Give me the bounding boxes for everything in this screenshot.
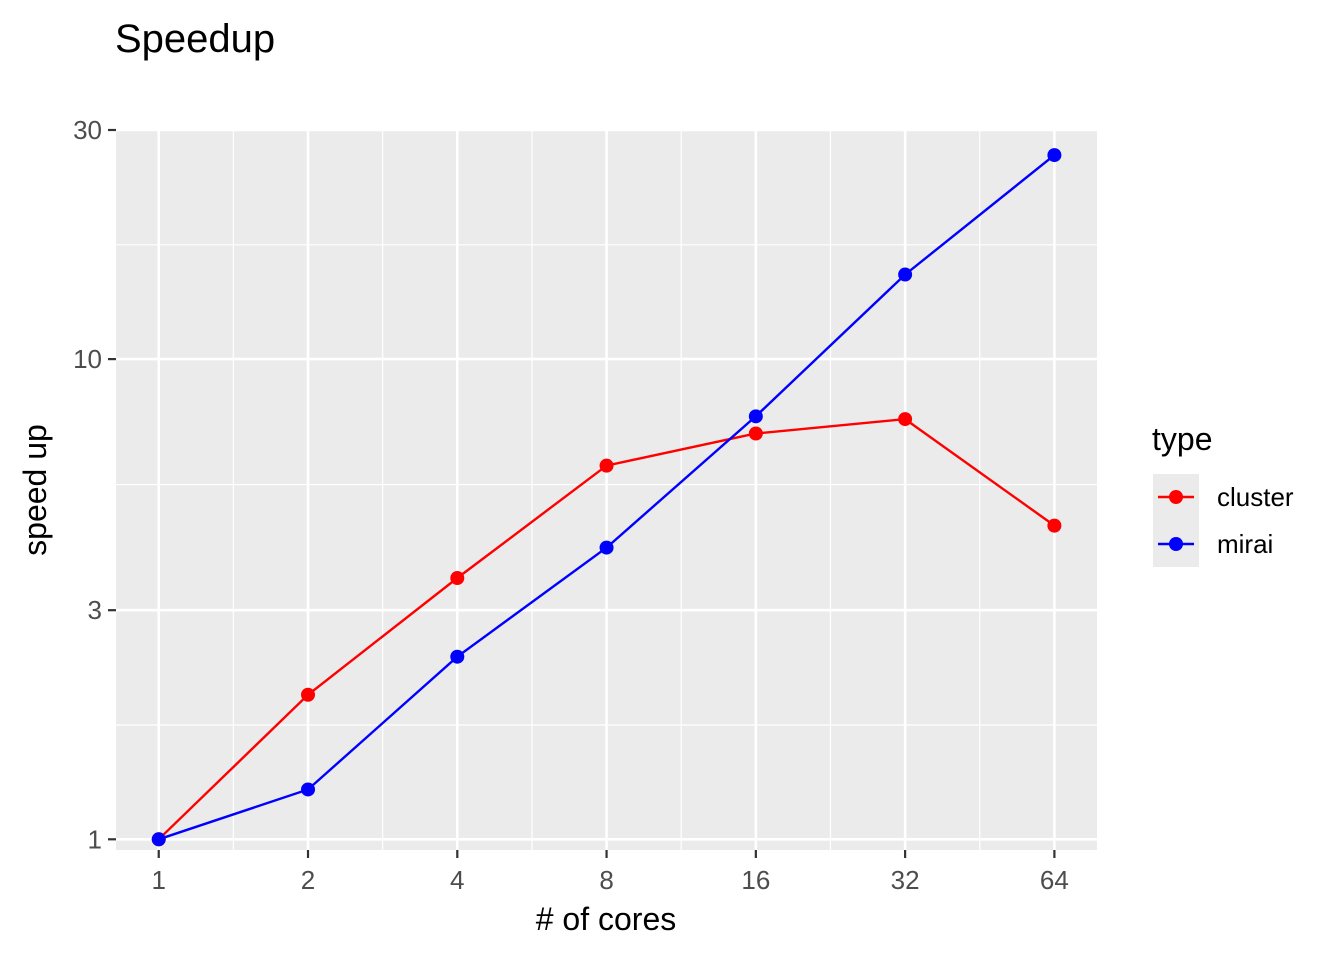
data-point-mirai [1047,148,1062,163]
x-tick-label: 1 [152,865,166,895]
data-point-cluster [599,458,614,473]
x-tick-label: 2 [301,865,315,895]
minor-gridlines [116,130,1097,850]
x-tick-label: 8 [599,865,613,895]
y-tick-label: 30 [73,115,102,145]
legend-label-cluster: cluster [1217,482,1294,512]
y-tick-label: 3 [88,595,102,625]
legend-key-background [1153,474,1199,567]
legend-title: type [1152,421,1212,457]
x-tick-label: 4 [450,865,464,895]
data-point-mirai [151,832,166,847]
data-point-cluster [748,426,763,441]
data-point-cluster [301,687,316,702]
data-point-mirai [748,409,763,424]
data-point-mirai [301,782,316,797]
data-point-mirai [599,540,614,555]
data-point-cluster [450,571,465,586]
x-tick-label: 64 [1040,865,1069,895]
data-point-mirai [450,649,465,664]
data-point-mirai [898,267,913,282]
x-axis: 1 2 4 8 16 32 64 [152,850,1069,895]
data-point-cluster [1047,518,1062,533]
legend-item-mirai: mirai [1158,529,1273,559]
legend: type cluster mirai [1152,421,1294,567]
x-tick-label: 32 [891,865,920,895]
y-axis: 1 3 10 30 [73,115,116,854]
y-tick-label: 10 [73,344,102,374]
x-axis-title: # of cores [536,901,677,937]
y-tick-label: 1 [88,824,102,854]
series-layer [151,148,1062,847]
data-point-cluster [898,412,913,427]
legend-point-cluster [1169,490,1183,504]
major-gridlines [116,128,1097,850]
legend-point-mirai [1169,537,1183,551]
legend-item-cluster: cluster [1158,482,1294,512]
chart-title: Speedup [115,17,275,61]
legend-label-mirai: mirai [1217,529,1273,559]
y-axis-title: speed up [17,424,53,556]
x-tick-label: 16 [741,865,770,895]
